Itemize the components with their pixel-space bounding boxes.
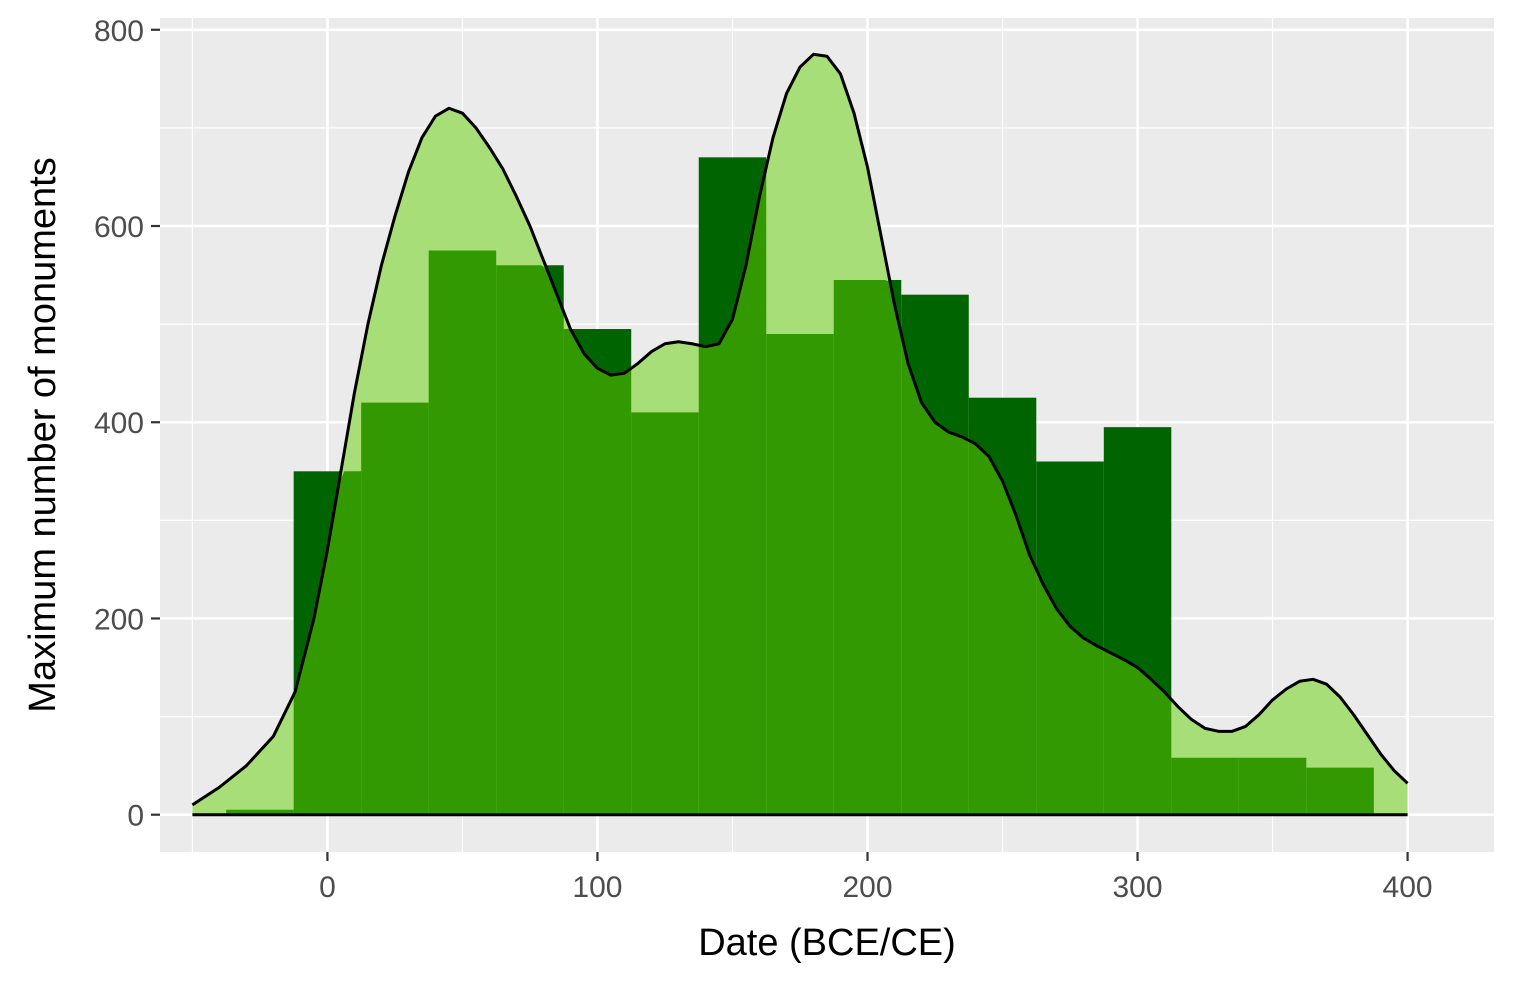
x-tick-label: 0 bbox=[319, 871, 336, 904]
x-axis-title: Date (BCE/CE) bbox=[698, 922, 956, 964]
x-tick-label: 400 bbox=[1383, 871, 1433, 904]
overlap-bar bbox=[1238, 757, 1307, 815]
overlap-bar bbox=[968, 440, 1037, 815]
y-tick-label: 200 bbox=[94, 603, 144, 636]
y-tick-label: 400 bbox=[94, 407, 144, 440]
x-tick-label: 100 bbox=[572, 871, 622, 904]
density-line bbox=[191, 52, 1409, 807]
y-tick-label: 0 bbox=[127, 800, 144, 833]
axis-ticks bbox=[151, 28, 1409, 861]
overlap-bar bbox=[631, 412, 699, 815]
y-axis-title: Maximum number of monuments bbox=[22, 157, 64, 712]
overlap-bar bbox=[766, 333, 834, 815]
overlap-bar bbox=[698, 167, 767, 815]
overlap-bar bbox=[1171, 757, 1239, 815]
overlap-bar bbox=[428, 250, 497, 815]
x-tick-label: 200 bbox=[842, 871, 892, 904]
overlap-bar bbox=[361, 402, 429, 815]
y-tick-label: 800 bbox=[94, 15, 144, 48]
overlap-bar bbox=[833, 279, 902, 815]
overlap-bar bbox=[1103, 649, 1172, 815]
overlap-bar bbox=[293, 471, 362, 815]
density-curve bbox=[191, 52, 1409, 817]
overlap-bar bbox=[563, 329, 632, 815]
overlap-bars bbox=[226, 167, 1374, 815]
x-tick-label: 300 bbox=[1113, 871, 1163, 904]
y-tick-label: 600 bbox=[94, 211, 144, 244]
overlap-bar bbox=[1036, 569, 1104, 815]
tick-labels: 0 100 200 300 400 0 200 400 600 800 bbox=[94, 15, 1433, 904]
overlap-bar bbox=[496, 265, 564, 815]
overlap-bar bbox=[1306, 767, 1374, 815]
overlap-bar bbox=[901, 333, 969, 815]
